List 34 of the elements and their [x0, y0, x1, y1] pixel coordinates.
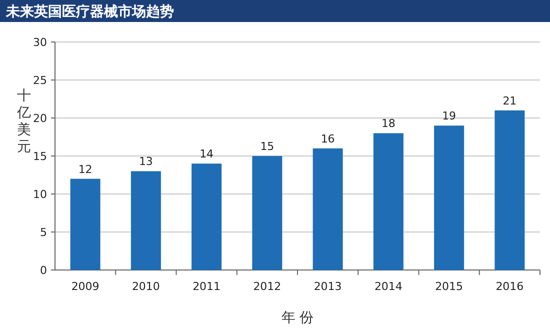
x-axis-title: 年 份 [281, 310, 314, 326]
data-label: 18 [381, 117, 396, 130]
bar [434, 126, 464, 270]
bar [130, 171, 161, 270]
x-tick-label: 2011 [192, 280, 221, 293]
y-tick-label: 5 [40, 226, 47, 239]
x-tick-label: 2016 [496, 280, 524, 293]
x-tick-label: 2013 [314, 280, 342, 293]
y-tick-label: 30 [33, 36, 47, 49]
bar [252, 156, 282, 270]
bar [373, 133, 404, 270]
x-tick-label: 2009 [71, 280, 100, 293]
data-label: 19 [442, 110, 456, 123]
bar [70, 178, 100, 270]
x-tick-label: 2014 [374, 280, 402, 293]
x-tick-label: 2012 [253, 280, 282, 293]
data-label: 21 [502, 94, 517, 108]
data-label: 15 [260, 140, 274, 153]
bar [494, 110, 525, 270]
x-tick-label: 2010 [132, 280, 160, 293]
bar [192, 164, 222, 270]
data-label: 12 [78, 162, 92, 176]
y-tick-label: 15 [33, 150, 47, 163]
data-label: 14 [200, 148, 214, 161]
y-tick-label: 10 [33, 188, 47, 201]
y-axis-title: 十亿美元 [16, 88, 31, 155]
data-label: 13 [138, 155, 153, 168]
x-tick-label: 2015 [435, 280, 464, 293]
y-tick-label: 25 [33, 74, 47, 87]
data-label: 16 [320, 132, 335, 146]
y-tick-label: 0 [40, 264, 47, 277]
bar [312, 148, 343, 270]
y-tick-label: 20 [33, 112, 47, 125]
chart-title: 未来英国医疗器械市场趋势 [5, 3, 174, 20]
